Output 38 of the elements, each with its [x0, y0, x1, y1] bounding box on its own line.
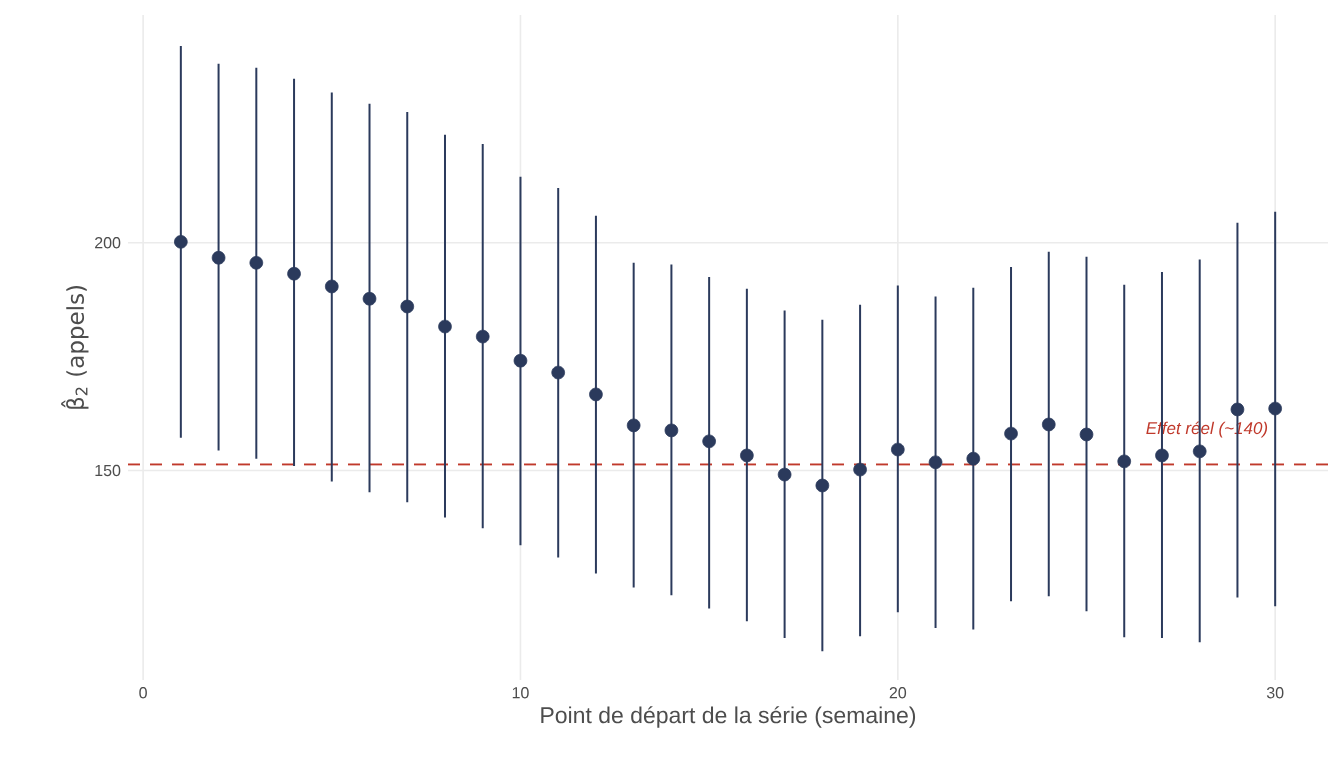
point [777, 467, 792, 482]
point [324, 279, 339, 294]
point [1004, 426, 1018, 441]
y-axis-title: β̂$_{2}$ (appels) [61, 285, 89, 409]
point [702, 434, 716, 449]
x-axis-title: Point de départ de la série (semaine) [541, 706, 916, 728]
point [891, 442, 905, 457]
point [1230, 402, 1245, 417]
point [664, 423, 679, 438]
point [1192, 444, 1207, 459]
point [1041, 417, 1056, 432]
point [1155, 448, 1169, 463]
point [400, 299, 415, 314]
point [211, 250, 226, 265]
point [589, 387, 603, 402]
point [1079, 427, 1094, 442]
point [740, 448, 754, 463]
point [475, 329, 490, 344]
y-tick-label: 200 [95, 237, 121, 249]
point [928, 455, 943, 470]
y-tick-label: 150 [95, 464, 121, 477]
x-tick-label: 20 [889, 687, 907, 699]
point [853, 462, 867, 477]
x-tick-label: 30 [1266, 687, 1284, 699]
point [513, 353, 528, 368]
point [626, 418, 641, 433]
x-tick-label: 0 [139, 687, 147, 699]
point [362, 291, 377, 306]
point [815, 478, 830, 493]
x-tick-label: 10 [512, 687, 529, 699]
point [1117, 454, 1132, 469]
point [966, 451, 981, 466]
point [249, 255, 264, 270]
point [287, 266, 301, 281]
point [1268, 401, 1282, 416]
point [174, 235, 188, 249]
point [551, 365, 565, 380]
point [438, 319, 452, 334]
